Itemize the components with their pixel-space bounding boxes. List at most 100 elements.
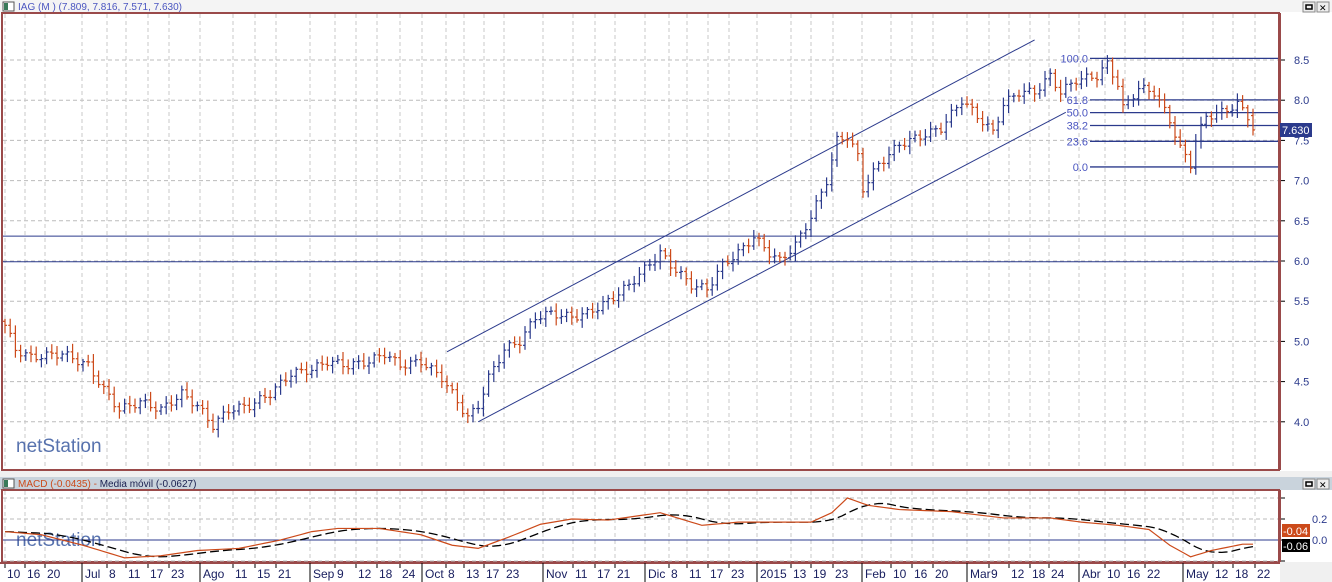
signal-value-badge: -0.06: [1282, 539, 1310, 553]
ohlc-bar: [1095, 71, 1099, 88]
time-label: 22: [1147, 567, 1161, 581]
ohlc-bar: [122, 398, 127, 414]
ohlc-bar: [601, 295, 605, 315]
ohlc-bar: [569, 306, 574, 325]
ohlc-bar: [1251, 108, 1255, 136]
ohlc-bar: [1105, 55, 1110, 75]
ohlc-bar: [1230, 104, 1235, 117]
ohlc-bar: [923, 129, 928, 146]
ohlc-bar: [75, 352, 80, 372]
drawing-lines: 100.0 61.850.038.2 23.6 0.0: [3, 39, 1278, 423]
price-axis[interactable]: 8.5 8.0 7.5 7.0 6.5 6.0 5.5 5.0 4.5 4.0: [1279, 13, 1309, 470]
ohlc-bar: [939, 122, 943, 135]
ohlc-bar: [1167, 104, 1172, 129]
ohlc-bar: [1147, 81, 1151, 100]
ohlc-bar: [65, 345, 70, 363]
main-title-bar: [0, 0, 1332, 12]
ohlc-bar: [850, 132, 855, 148]
ohlc-bar: [330, 356, 335, 374]
ohlc-bar: [455, 382, 460, 411]
ohlc-bar: [169, 395, 174, 412]
time-label: 8: [671, 567, 678, 581]
time-label: Oct: [425, 567, 444, 581]
ohlc-bar: [1058, 79, 1063, 103]
close-button[interactable]: ✕: [1316, 1, 1330, 13]
ohlc-bar: [325, 356, 330, 371]
channel-upper-line: [446, 39, 1035, 353]
ohlc-bar: [928, 121, 933, 143]
time-label: 24: [402, 567, 416, 581]
ohlc-bar: [55, 346, 59, 366]
time-label: 11: [575, 567, 588, 581]
ohlc-bar: [871, 162, 876, 191]
ohlc-bar: [481, 386, 486, 417]
ohlc-bar: [679, 266, 683, 280]
time-label: 16: [27, 567, 41, 581]
ohlc-bar: [278, 374, 283, 395]
fibonacci-label: 100.0: [1060, 53, 1088, 65]
ohlc-bar: [96, 370, 101, 388]
ohlc-bar: [159, 403, 163, 415]
ohlc-bar: [757, 232, 761, 247]
ohlc-bar: [387, 351, 392, 362]
ohlc-bar: [112, 386, 117, 413]
time-label: 23: [835, 567, 849, 581]
time-label: 9: [991, 567, 998, 581]
time-axis[interactable]: [0, 562, 1280, 582]
ohlc-bar: [429, 362, 434, 376]
ohlc-bar: [164, 396, 169, 415]
ohlc-bar: [559, 309, 564, 324]
ohlc-bar: [101, 380, 106, 395]
ohlc-bar: [86, 354, 91, 367]
ohlc-bar: [304, 361, 309, 383]
ohlc-bar: [627, 279, 631, 291]
maximize-button[interactable]: [1302, 1, 1316, 13]
ohlc-bar: [216, 415, 221, 438]
time-label: 11: [128, 567, 141, 581]
macd-maximize-button[interactable]: [1302, 478, 1316, 490]
macd-close-button[interactable]: ✕: [1316, 478, 1330, 490]
ohlc-bar: [1235, 93, 1240, 119]
ohlc-bar: [512, 336, 517, 348]
ohlc-bar: [143, 393, 148, 409]
ohlc-bar: [1183, 139, 1188, 163]
ohlc-bar: [1173, 116, 1177, 145]
panel-splitter[interactable]: [0, 471, 1332, 477]
ohlc-bar: [954, 104, 959, 117]
ohlc-bar: [39, 354, 44, 368]
ohlc-bar: [502, 343, 507, 369]
ohlc-bar: [299, 362, 304, 374]
time-label: 20: [935, 567, 949, 581]
ohlc-bar: [294, 366, 299, 384]
ohlc-bar: [1053, 69, 1058, 92]
fibonacci-label: 50.0: [1067, 108, 1088, 120]
macd-tick-label: 0.0: [1312, 535, 1327, 547]
ohlc-bar: [44, 347, 49, 365]
ohlc-bar: [746, 238, 751, 254]
ohlc-bar: [91, 354, 96, 384]
ohlc-bar: [1032, 85, 1037, 102]
time-label: 16: [914, 567, 928, 581]
ohlc-bar: [845, 132, 850, 148]
legend-separator: -: [91, 479, 100, 490]
ohlc-bar: [543, 306, 548, 327]
ohlc-bar: [70, 343, 75, 364]
ohlc-bar: [309, 364, 314, 379]
ohlc-bar: [918, 130, 923, 147]
ohlc-bar: [590, 302, 595, 319]
ohlc-bar: [237, 400, 241, 416]
time-label: Nov: [546, 567, 567, 581]
price-plot-area[interactable]: [1, 12, 1280, 471]
time-label: 23: [731, 567, 745, 581]
y-tick-label: 7.5: [1294, 135, 1309, 147]
time-label: 17: [150, 567, 164, 581]
ohlc-bar: [205, 400, 210, 428]
ohlc-bar: [793, 235, 798, 262]
time-grid: [4, 14, 1256, 469]
ohlc-bar: [694, 279, 699, 298]
fibonacci-label: 0.0: [1073, 162, 1088, 174]
ohlc-bar: [575, 309, 579, 323]
ohlc-bar: [653, 253, 657, 271]
price-bars: [3, 55, 1255, 438]
